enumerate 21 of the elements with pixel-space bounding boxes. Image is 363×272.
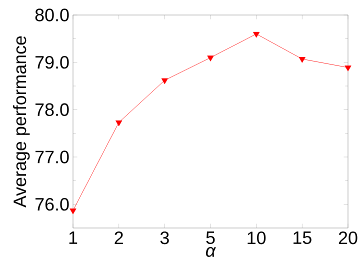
y-axis-title: Average performance xyxy=(13,36,30,208)
y-tick-label: 80.0 xyxy=(35,8,69,22)
x-tick-label: 5 xyxy=(206,232,215,244)
point xyxy=(253,32,260,38)
x-tick-label: 1 xyxy=(69,232,78,244)
x-axis-title: α xyxy=(206,247,216,257)
point xyxy=(207,56,214,62)
x-tick-label: 15 xyxy=(294,232,312,244)
x-tick-label: 20 xyxy=(338,232,358,244)
point xyxy=(298,57,306,63)
x-tick-label: 2 xyxy=(114,232,123,244)
y-tick-label: 78.0 xyxy=(36,103,69,116)
x-tick-label: 3 xyxy=(160,232,169,244)
point xyxy=(116,120,122,126)
y-tick-label: 76.0 xyxy=(36,198,69,211)
point xyxy=(344,66,352,72)
point xyxy=(70,208,76,214)
x-tick-label: 10 xyxy=(248,232,266,244)
y-tick-label: 77.0 xyxy=(36,150,69,164)
y-tick-label: 79.0 xyxy=(36,56,69,69)
point xyxy=(161,78,168,84)
